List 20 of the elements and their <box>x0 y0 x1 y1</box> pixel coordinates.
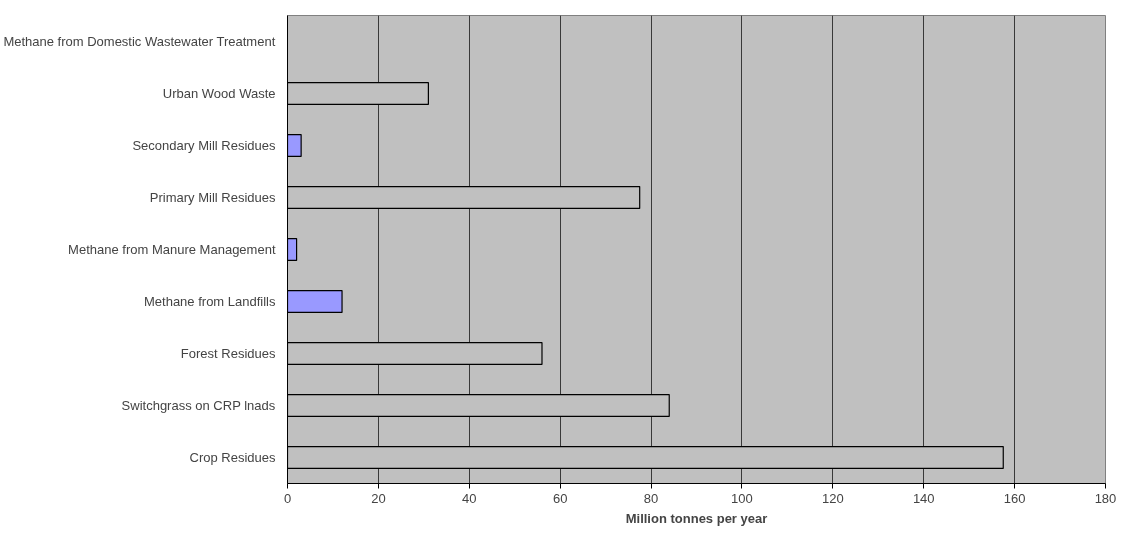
x-tick-label: 180 <box>1094 490 1117 506</box>
y-tick-label: Urban Wood Waste <box>162 86 276 101</box>
x-tick-label: 40 <box>462 490 477 506</box>
y-tick-label: Methane from Manure Management <box>68 242 276 257</box>
y-tick-label: Forest Residues <box>180 346 276 361</box>
y-tick-label: Crop Residues <box>189 450 276 465</box>
x-tick-label: 140 <box>912 490 935 506</box>
y-tick-label: Methane from Domestic Wastewater Treatment <box>3 34 276 49</box>
x-tick-label: 20 <box>371 490 386 506</box>
y-tick-label: Methane from Landfills <box>143 294 276 309</box>
y-tick-label: Primary Mill Residues <box>149 190 276 205</box>
y-tick-label: Secondary Mill Residues <box>132 138 276 153</box>
x-tick-label: 80 <box>643 490 659 506</box>
x-tick-label: 100 <box>731 490 753 506</box>
x-tick-label: 120 <box>821 490 844 506</box>
x-tick-label: 160 <box>1003 490 1026 506</box>
y-tick-label: Switchgrass on CRP lnads <box>121 398 276 413</box>
x-tick-label: 0 <box>283 490 292 506</box>
x-axis-title: Million tonnes per year <box>625 510 768 526</box>
x-tick-label: 60 <box>552 490 568 506</box>
